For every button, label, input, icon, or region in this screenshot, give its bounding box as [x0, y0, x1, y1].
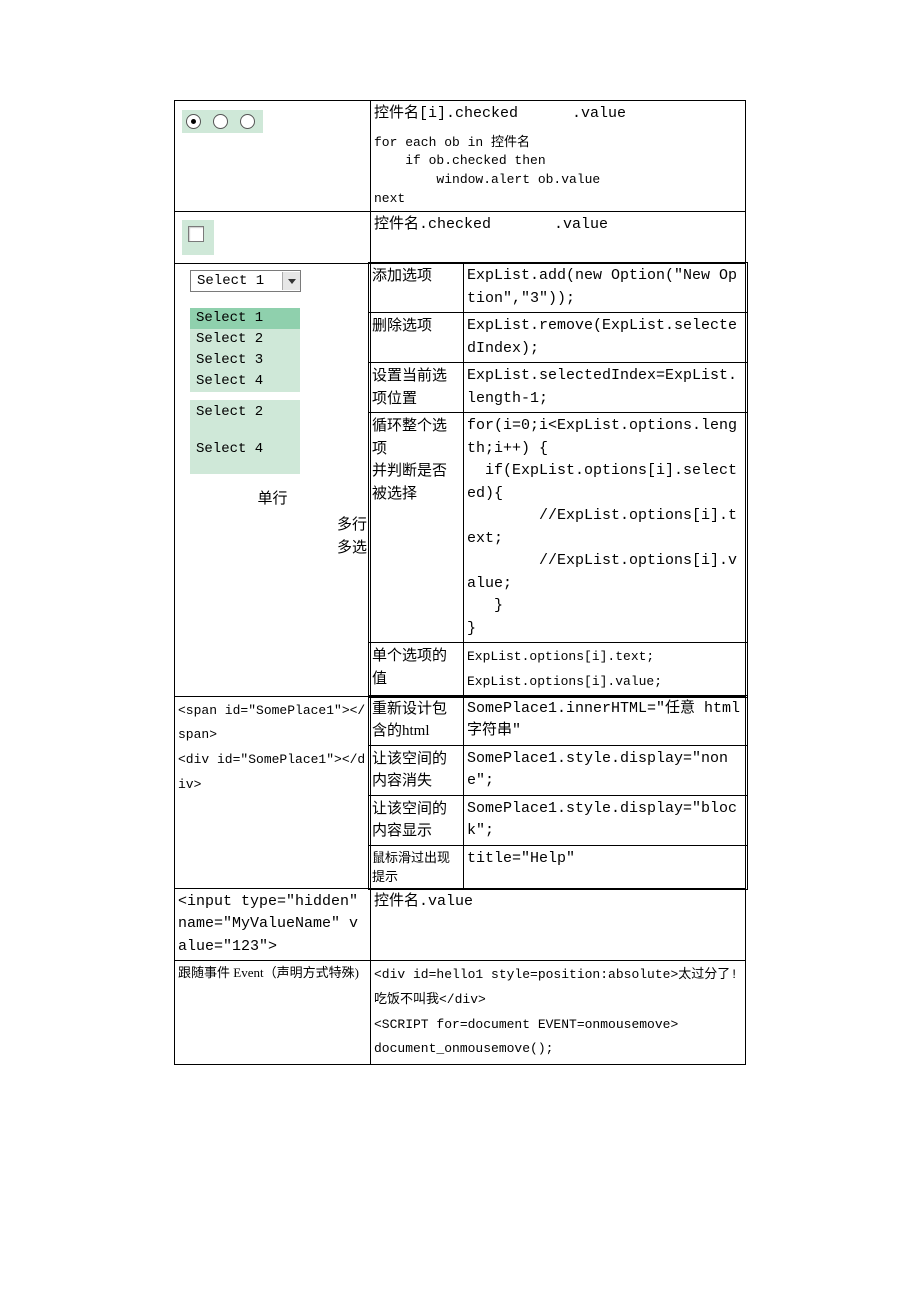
checkbox-cell [175, 211, 371, 264]
radio-2[interactable] [213, 114, 228, 129]
select-combo[interactable]: Select 1 [190, 270, 301, 292]
radio-prop: 控件名[i].checked .value [374, 103, 742, 126]
event-label: 跟随事件 Event（声明方式特殊) [178, 965, 359, 980]
placeholder-ops-table: 重新设计包含的htmlSomePlace1.innerHTML="任意 html… [368, 695, 748, 890]
op-code: ExpList.options[i].text; ExpList.options… [464, 643, 748, 697]
op-code: title="Help" [464, 845, 748, 889]
list-item[interactable]: Select 4 [190, 371, 300, 392]
op-name: 让该空间的内容消失 [369, 745, 464, 795]
radio-desc-cell: 控件名[i].checked .value for each ob in 控件名… [371, 101, 746, 212]
radio-cell [175, 101, 371, 212]
list-item[interactable]: Select 1 [190, 308, 300, 329]
select-ops-cell: 添加选项ExpList.add(new Option("New Option",… [371, 264, 746, 696]
list-item[interactable]: Select 2 [190, 329, 300, 350]
placeholder-src: <span id="SomePlace1"></span> <div id="S… [178, 699, 367, 798]
op-name: 添加选项 [369, 263, 464, 313]
list-item[interactable]: Select 2 [190, 402, 300, 423]
placeholder-src-cell: <span id="SomePlace1"></span> <div id="S… [175, 696, 371, 888]
hidden-prop: 控件名.value [374, 891, 742, 914]
label-single: 单行 [178, 488, 367, 511]
op-code: ExpList.add(new Option("New Option","3")… [464, 263, 748, 313]
select-listbox-a[interactable]: Select 1 Select 2 Select 3 Select 4 [190, 308, 300, 392]
label-multi: 多行 多选 [178, 514, 367, 559]
select-combo-value: Select 1 [191, 271, 282, 292]
event-code: <div id=hello1 style=position:absolute>太… [374, 963, 742, 1062]
op-code: SomePlace1.style.display="none"; [464, 745, 748, 795]
select-ops-table: 添加选项ExpList.add(new Option("New Option",… [368, 262, 748, 697]
checkbox-prop: 控件名.checked .value [374, 214, 742, 237]
hidden-prop-cell: 控件名.value [371, 888, 746, 961]
radio-3[interactable] [240, 114, 255, 129]
checkbox-desc-cell: 控件名.checked .value [371, 211, 746, 264]
op-name: 让该空间的内容显示 [369, 795, 464, 845]
op-name: 重新设计包含的html [369, 695, 464, 745]
hidden-src: <input type="hidden" name="MyValueName" … [178, 891, 367, 959]
radio-code: for each ob in 控件名 if ob.checked then wi… [374, 134, 742, 209]
event-code-cell: <div id=hello1 style=position:absolute>太… [371, 961, 746, 1065]
list-item[interactable]: Select 4 [190, 439, 300, 460]
placeholder-ops-cell: 重新设计包含的htmlSomePlace1.innerHTML="任意 html… [371, 696, 746, 888]
checkbox-box[interactable] [188, 226, 204, 242]
op-name: 单个选项的值 [369, 643, 464, 697]
op-name: 删除选项 [369, 313, 464, 363]
op-name: 设置当前选项位置 [369, 363, 464, 413]
reference-table: 控件名[i].checked .value for each ob in 控件名… [174, 100, 746, 1065]
radio-group[interactable] [182, 110, 263, 133]
op-code: SomePlace1.innerHTML="任意 html 字符串" [464, 695, 748, 745]
op-code: SomePlace1.style.display="block"; [464, 795, 748, 845]
hidden-src-cell: <input type="hidden" name="MyValueName" … [175, 888, 371, 961]
op-name: 循环整个选项 并判断是否被选择 [369, 413, 464, 643]
op-code: ExpList.selectedIndex=ExpList.length-1; [464, 363, 748, 413]
select-listbox-b[interactable]: Select 2 Select 4 [190, 400, 300, 474]
op-name: 鼠标滑过出现提示 [369, 845, 464, 889]
select-samples-cell: Select 1 Select 1 Select 2 Select 3 Sele… [175, 264, 371, 696]
list-item[interactable]: Select 3 [190, 350, 300, 371]
chevron-down-icon[interactable] [282, 272, 300, 290]
event-label-cell: 跟随事件 Event（声明方式特殊) [175, 961, 371, 1065]
op-code: for(i=0;i<ExpList.options.length;i++) { … [464, 413, 748, 643]
radio-1[interactable] [186, 114, 201, 129]
checkbox[interactable] [182, 220, 214, 256]
op-code: ExpList.remove(ExpList.selectedIndex); [464, 313, 748, 363]
